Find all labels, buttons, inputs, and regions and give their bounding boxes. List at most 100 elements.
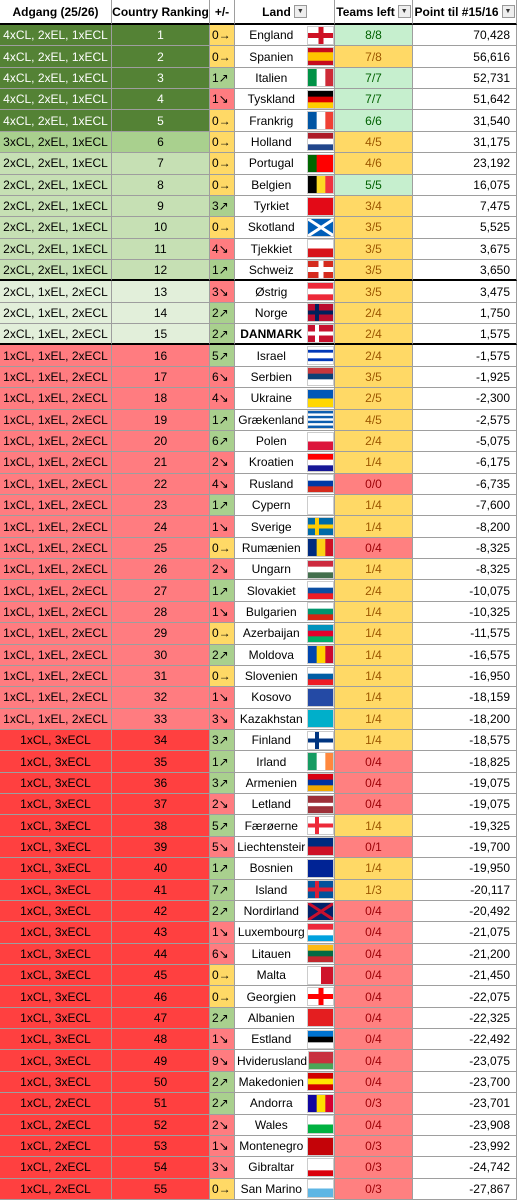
teams-left-text: 0/4: [365, 775, 382, 790]
flag: [306, 68, 334, 88]
points-cell: 5,525: [413, 217, 517, 239]
change-cell: 1↘: [210, 687, 235, 709]
country-cell: Montenegro: [235, 1135, 335, 1158]
change-cell: 6↘: [210, 366, 235, 389]
ranking-cell: 20: [112, 430, 210, 453]
points-cell: 56,616: [413, 46, 517, 68]
change-text: 3↗: [212, 775, 229, 790]
filter-button[interactable]: ▼: [293, 5, 307, 18]
access-text: 1xCL, 3xECL: [20, 1010, 91, 1025]
flag: [306, 773, 334, 793]
country-name: Albanien: [247, 1010, 295, 1025]
teams-left-cell: 1/4: [335, 452, 413, 474]
country-name: Armenien: [245, 775, 297, 790]
ranking-text: 15: [153, 326, 168, 341]
change-text: 0→: [212, 177, 231, 192]
access-text: 2xCL, 2xEL, 1xECL: [3, 156, 108, 171]
ranking-cell: 19: [112, 409, 210, 431]
ranking-text: 55: [153, 1181, 168, 1196]
points-text: -23,700: [469, 1074, 510, 1089]
country-cell: Ukraine: [235, 388, 335, 410]
ranking-text: 50: [153, 1074, 168, 1089]
change-text: 1↘: [212, 1032, 229, 1047]
ranking-cell: 47: [112, 1007, 210, 1030]
change-text: 0→: [212, 669, 231, 684]
flag: [306, 346, 334, 366]
access-cell: 1xCL, 1xEL, 2xECL: [0, 623, 112, 645]
ranking-cell: 8: [112, 174, 210, 196]
change-cell: 1↘: [210, 601, 235, 624]
filter-button[interactable]: ▼: [397, 5, 411, 18]
ranking-cell: 9: [112, 195, 210, 218]
ranking-cell: 32: [112, 687, 210, 709]
access-text: 1xCL, 1xEL, 2xECL: [3, 476, 108, 491]
change-cell: 1↗: [210, 580, 235, 602]
change-cell: 3↘: [210, 281, 235, 303]
points-text: -2,300: [475, 391, 510, 406]
change-cell: 0→: [210, 153, 235, 175]
change-text: 5↗: [212, 818, 229, 833]
ranking-cell: 31: [112, 665, 210, 688]
ranking-text: 4: [157, 92, 164, 107]
access-cell: 2xCL, 2xEL, 1xECL: [0, 217, 112, 239]
points-text: -19,075: [469, 797, 510, 812]
change-text: 2↘: [212, 1117, 229, 1132]
ranking-cell: 38: [112, 815, 210, 837]
teams-left-cell: 1/4: [335, 516, 413, 538]
teams-left-text: 4/5: [365, 412, 382, 427]
country-cell: Moldova: [235, 644, 335, 666]
ranking-cell: 3: [112, 67, 210, 90]
access-cell: 1xCL, 1xEL, 2xECL: [0, 708, 112, 730]
change-text: 1↗: [212, 412, 229, 427]
teams-left-text: 1/3: [365, 882, 382, 897]
ranking-text: 30: [153, 647, 168, 662]
teams-left-text: 1/4: [365, 562, 382, 577]
country-cell: Grækenland: [235, 409, 335, 431]
teams-left-text: 3/5: [365, 262, 382, 277]
filter-button[interactable]: ▼: [501, 5, 515, 18]
teams-left-cell: 0/3: [335, 1093, 413, 1115]
country-cell: Andorra: [235, 1093, 335, 1115]
country-name: Grækenland: [238, 412, 305, 427]
points-text: -8,325: [475, 540, 510, 555]
ranking-cell: 10: [112, 217, 210, 239]
change-text: 1↘: [212, 519, 229, 534]
points-cell: -20,117: [413, 879, 517, 901]
change-cell: 2↘: [210, 794, 235, 816]
teams-left-text: 4/6: [365, 156, 382, 171]
header-cell: Point til #15/16 ▼: [413, 0, 517, 25]
flag: [306, 132, 334, 152]
teams-left-text: 0/4: [365, 754, 382, 769]
access-text: 1xCL, 1xEL, 2xECL: [3, 455, 108, 470]
country-cell: Serbien: [235, 366, 335, 389]
country-cell: England: [235, 25, 335, 47]
flag: [306, 538, 334, 558]
ranking-text: 31: [153, 669, 168, 684]
country-name: Moldova: [248, 647, 294, 662]
points-cell: -23,908: [413, 1114, 517, 1136]
access-text: 1xCL, 1xEL, 2xECL: [3, 711, 108, 726]
teams-left-cell: 0/4: [335, 986, 413, 1008]
ranking-text: 23: [153, 498, 168, 513]
country-name: Kosovo: [251, 690, 292, 705]
flag: [308, 1051, 334, 1071]
points-text: 3,650: [479, 262, 510, 277]
country-name: Georgien: [246, 989, 296, 1004]
access-cell: 1xCL, 3xECL: [0, 1029, 112, 1051]
teams-left-text: 2/4: [365, 583, 382, 598]
access-text: 1xCL, 1xEL, 2xECL: [3, 391, 108, 406]
flag: [306, 1115, 334, 1135]
ranking-cell: 55: [112, 1178, 210, 1200]
ranking-cell: 54: [112, 1157, 210, 1179]
change-cell: 9↘: [210, 1050, 235, 1072]
teams-left-text: 7/7: [365, 70, 382, 85]
points-cell: 23,192: [413, 153, 517, 175]
change-text: 1↘: [212, 92, 229, 107]
country-name: Rumænien: [241, 540, 301, 555]
header-cell: Country Ranking: [112, 0, 210, 25]
change-cell: 2↗: [210, 900, 235, 923]
points-text: 56,616: [473, 49, 510, 64]
change-text: 5↗: [212, 348, 229, 363]
teams-left-cell: 2/4: [335, 430, 413, 453]
access-text: 1xCL, 2xECL: [20, 1139, 91, 1154]
